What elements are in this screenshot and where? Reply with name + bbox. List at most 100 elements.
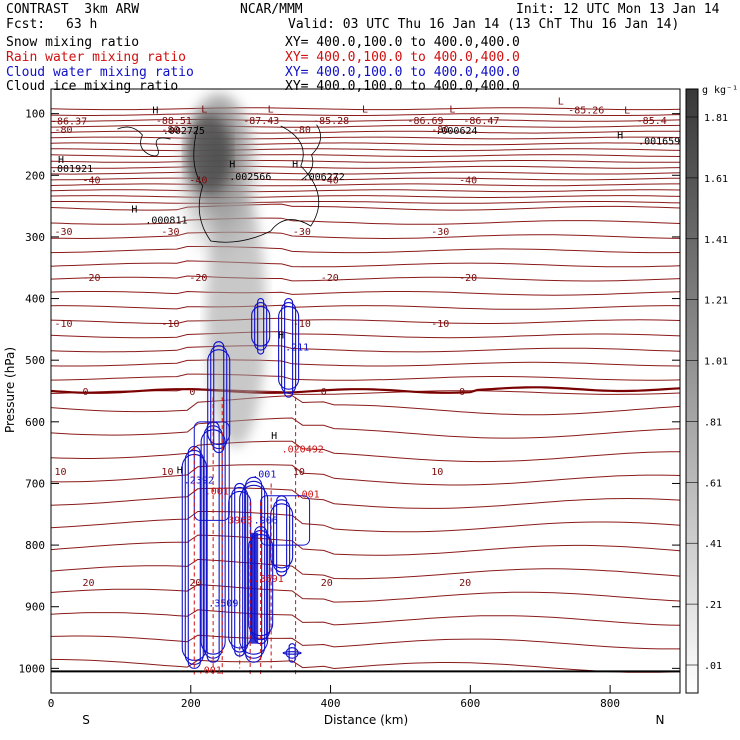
high-marker: H xyxy=(271,431,277,442)
cloud-water-contour xyxy=(242,480,266,659)
theta-contour xyxy=(51,217,680,225)
theta-contour xyxy=(51,440,680,463)
snow-plume-core xyxy=(186,113,231,194)
temperature-contour-label: -10 xyxy=(293,319,311,330)
colorbar-tick-label: .81 xyxy=(704,417,722,428)
cloud-water-contour xyxy=(276,495,288,577)
cloud-water-core xyxy=(250,532,259,644)
temperature-contour-label: -20 xyxy=(82,273,100,284)
theta-contour xyxy=(51,511,680,533)
temperature-contour-label: -20 xyxy=(189,273,207,284)
colorbar-tick-label: 1.41 xyxy=(704,235,728,246)
y-tick-label: 500 xyxy=(25,354,45,367)
value-annotation: -85.4 xyxy=(637,116,667,127)
low-marker: L xyxy=(362,104,368,115)
temperature-contour-label: -20 xyxy=(459,273,477,284)
y-tick-label: 200 xyxy=(25,169,45,182)
cloud-water-contour xyxy=(260,495,311,546)
colorbar-tick-label: .61 xyxy=(704,478,722,489)
y-tick-label: 900 xyxy=(25,601,45,614)
cloud-water-contour xyxy=(245,476,263,663)
cloud-water-contour xyxy=(284,298,294,398)
cloud-water-contour xyxy=(285,647,299,659)
high-marker: H xyxy=(131,204,137,215)
forecast-hours: 63 h xyxy=(66,17,98,32)
value-annotation: .020492 xyxy=(282,445,324,456)
value-annotation: .3968 xyxy=(222,516,252,527)
colorbar-tick-label: 1.61 xyxy=(704,174,728,185)
snow-plume-lower xyxy=(206,187,267,448)
high-marker: H xyxy=(152,106,158,117)
y-tick-label: 400 xyxy=(25,293,45,306)
theta-contour xyxy=(51,317,680,324)
value-annotation: .001 xyxy=(296,490,320,501)
x-end-label-north: N xyxy=(656,713,665,727)
theta-contour xyxy=(51,345,680,353)
theta-contour xyxy=(51,331,680,339)
theta-contour xyxy=(51,231,680,240)
theta-contour xyxy=(51,290,680,296)
value-annotation: -87.43 xyxy=(243,116,279,127)
value-annotation: .2392 xyxy=(184,475,214,486)
temperature-contour-label: -10 xyxy=(431,319,449,330)
value-annotation: .001 xyxy=(198,665,222,676)
value-annotation: .002725 xyxy=(163,126,205,137)
org-label: NCAR/MMM xyxy=(240,2,303,17)
temperature-contour-label: 10 xyxy=(161,467,173,478)
cloud-water-contour xyxy=(282,651,302,655)
valid-time: Valid: 03 UTC Thu 16 Jan 14 (13 ChT Thu … xyxy=(288,17,680,32)
temperature-contour-label: 10 xyxy=(431,467,443,478)
value-annotation: .001659 xyxy=(638,136,680,147)
colorbar-tick-label: 1.81 xyxy=(704,113,728,124)
x-tick-label: 200 xyxy=(181,697,201,710)
theta-contour xyxy=(51,583,680,603)
legend-cloud-ice-name: Cloud ice mixing ratio xyxy=(6,79,179,94)
colorbar-tick-label: .41 xyxy=(704,539,722,550)
cloud-water-contour xyxy=(231,486,249,653)
y-tick-label: 600 xyxy=(25,416,45,429)
theta-contour xyxy=(51,183,680,187)
cloud-water-contour xyxy=(206,421,220,663)
theta-contour xyxy=(51,464,680,486)
temperature-contour-label: 10 xyxy=(293,467,305,478)
theta-contour xyxy=(51,154,680,157)
x-axis-label: Distance (km) xyxy=(324,713,408,727)
temperature-contour-label: -40 xyxy=(189,176,207,187)
theta-contour xyxy=(51,130,680,134)
value-annotation: .000624 xyxy=(435,126,477,137)
y-tick-label: 300 xyxy=(25,231,45,244)
temperature-contour-label: -40 xyxy=(321,176,339,187)
theta-contour xyxy=(51,165,680,169)
legend-rain-name: Rain water mixing ratio xyxy=(6,50,187,65)
temperature-contour-label: -10 xyxy=(161,319,179,330)
value-annotation: -88.51 xyxy=(156,116,192,127)
temperature-contour-label: 20 xyxy=(321,578,333,589)
temperature-contour-label: 0 xyxy=(321,387,327,398)
temperature-contour-label: 10 xyxy=(54,467,66,478)
temperature-contour-label: -20 xyxy=(321,273,339,284)
theta-contour xyxy=(51,487,680,509)
temperature-contour-label: -30 xyxy=(293,227,311,238)
init-time: Init: 12 UTC Mon 13 Jan 14 xyxy=(516,2,720,17)
theta-contour xyxy=(51,189,680,193)
value-annotation: .906 xyxy=(254,516,278,527)
value-annotation: .3509 xyxy=(208,599,238,610)
y-tick-label: 100 xyxy=(25,108,45,121)
freezing-level-contour xyxy=(51,386,680,394)
colorbar-tick-label: 1.21 xyxy=(704,296,728,307)
value-annotation: .000811 xyxy=(145,215,187,226)
low-marker: L xyxy=(268,104,274,115)
value-annotation: -85.28 xyxy=(313,116,349,127)
theta-contour xyxy=(51,260,680,268)
low-marker: L xyxy=(201,104,207,115)
theta-contour xyxy=(51,634,680,650)
legend-rain-xy: XY= 400.0,100.0 to 400.0,400.0 xyxy=(285,50,520,65)
theta-contour xyxy=(51,201,680,204)
theta-contour xyxy=(51,304,680,310)
cloud-water-contour xyxy=(251,306,271,347)
temperature-contour-label: -40 xyxy=(459,176,477,187)
high-marker: H xyxy=(278,331,284,342)
value-annotation: .002566 xyxy=(229,172,271,183)
legend-cloud-ice-xy: XY= 400.0,100.0 to 400.0,400.0 xyxy=(285,79,520,94)
theta-contour xyxy=(51,609,680,626)
